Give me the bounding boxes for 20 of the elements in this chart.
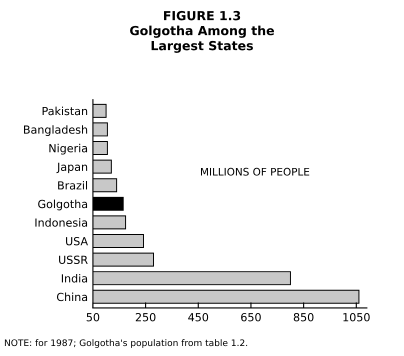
y-tick-label: Japan (56, 162, 88, 174)
annotation: MILLIONS OF PEOPLE (201, 168, 310, 176)
y-tick-label: Pakistan (42, 106, 88, 116)
y-tick-label: Brazil (58, 180, 88, 190)
y-tick-label: China (56, 292, 88, 302)
x-tick-label: 850 (294, 312, 314, 322)
x-tick-label: 650 (241, 312, 261, 322)
y-tick-label: India (62, 274, 88, 283)
x-tick-label: 1050 (343, 312, 370, 322)
y-tick-label: Indonesia (35, 218, 88, 227)
x-tick-label: 50 (86, 312, 100, 322)
y-tick-label: USA (66, 236, 88, 246)
y-tick-label: Bangladesh (24, 125, 88, 136)
chart-title: FIGURE 1.3 Golgotha Among the Largest States (130, 10, 274, 53)
y-tick-label: USSR (59, 256, 88, 264)
x-tick-label: 450 (188, 312, 208, 322)
x-tick-label: 250 (136, 312, 156, 322)
y-tick-label: Golgotha (38, 200, 88, 210)
y-tick-label: Nigeria (49, 144, 88, 155)
text: NOTE: for 1987; Golgotha's population from table 1.2. (4, 339, 248, 348)
